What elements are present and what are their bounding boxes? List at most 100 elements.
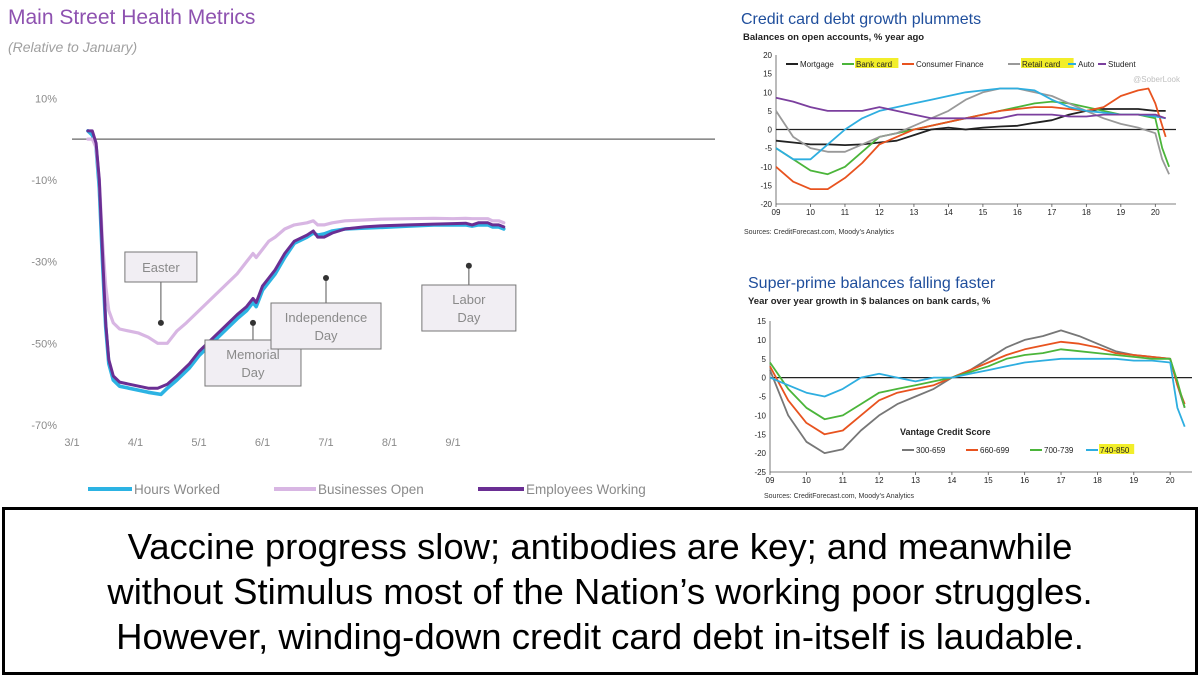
main-street-chart: Main Street Health Metrics (Relative to … <box>8 6 715 497</box>
y-tick-label: 10 <box>763 88 772 97</box>
main-y-axis: 10% -10% -30% -50% -70% <box>31 93 57 432</box>
main-x-tick-label: 7/1 <box>318 437 333 449</box>
main-legend-label: Employees Working <box>526 482 646 497</box>
prime-chart-title: Super-prime balances falling faster <box>748 275 996 292</box>
main-x-tick-label: 5/1 <box>191 437 206 449</box>
series-line <box>775 87 1166 161</box>
x-tick-label: 11 <box>839 476 848 485</box>
y-tick-label: -15 <box>754 430 766 439</box>
y-tick-label: 5 <box>762 355 767 364</box>
credit-chart-title: Credit card debt growth plummets <box>741 11 981 28</box>
y-tick-label: 10 <box>757 336 766 345</box>
y-tick-label: 15 <box>757 317 766 326</box>
x-tick-label: 12 <box>875 208 884 217</box>
prime-legend-highlight <box>1099 444 1135 454</box>
series-line <box>769 348 1186 421</box>
y-tick-label: -10 <box>754 411 766 420</box>
main-y-tick-label: -10% <box>31 175 57 187</box>
credit-legend-label: Bank card <box>856 60 892 69</box>
x-tick-label: 13 <box>911 476 920 485</box>
x-tick-label: 13 <box>909 208 918 217</box>
x-tick-label: 18 <box>1082 208 1091 217</box>
annotation-dot <box>465 262 472 269</box>
credit-legend-label: Retail card <box>1022 60 1060 69</box>
main-series-group <box>86 129 506 397</box>
prime-legend-title: Vantage Credit Score <box>900 427 991 437</box>
prime-series-group <box>769 329 1186 454</box>
y-tick-label: 20 <box>763 51 772 60</box>
series-line <box>775 108 1166 146</box>
credit-chart-subtitle: Balances on open accounts, % year ago <box>743 32 924 43</box>
main-x-axis: 3/1 4/1 5/1 6/1 7/1 8/1 9/1 <box>64 437 460 449</box>
credit-card-chart: Credit card debt growth plummets Balance… <box>741 11 1181 236</box>
credit-legend-highlight <box>855 58 899 68</box>
credit-legend-label: Auto <box>1078 60 1095 69</box>
annotation-label: Day <box>241 365 265 380</box>
y-tick-label: 0 <box>762 374 767 383</box>
super-prime-chart: Super-prime balances falling faster Year… <box>748 275 1192 500</box>
main-y-tick-label: -30% <box>31 257 57 269</box>
prime-legend: 300-659 660-699 700-739 740-850 <box>902 444 1135 455</box>
main-y-tick-label: -70% <box>31 420 57 432</box>
main-street-chart-panel: Main Street Health Metrics (Relative to … <box>0 0 732 505</box>
main-annotations: Easter Memorial Day Independence Day Labor Day <box>124 251 517 387</box>
main-chart-subtitle: (Relative to January) <box>8 39 137 55</box>
x-tick-label: 18 <box>1093 476 1102 485</box>
y-tick-label: 0 <box>768 126 773 135</box>
y-tick-label: 5 <box>768 107 773 116</box>
annotation-box <box>124 251 198 283</box>
x-tick-label: 20 <box>1151 208 1160 217</box>
y-tick-label: -10 <box>760 163 772 172</box>
annotation-dot <box>157 319 164 326</box>
main-legend-label: Businesses Open <box>318 482 424 497</box>
caption-box: Vaccine progress slow; antibodies are ke… <box>2 507 1198 675</box>
prime-legend-label: 660-699 <box>980 446 1010 455</box>
prime-legend-label: 740-850 <box>1100 446 1130 455</box>
series-line <box>775 87 1167 190</box>
main-chart-title: Main Street Health Metrics <box>8 6 255 29</box>
series-line <box>775 96 1167 120</box>
credit-card-chart-panel: Credit card debt growth plummets Balance… <box>736 0 1200 262</box>
main-series-line <box>86 137 506 345</box>
x-tick-label: 11 <box>841 208 850 217</box>
y-tick-label: -20 <box>754 449 766 458</box>
series-line <box>775 87 1170 175</box>
main-legend: Hours Worked Businesses Open Employees Wor… <box>88 482 646 497</box>
main-y-tick-label: -50% <box>31 338 57 350</box>
y-tick-label: -15 <box>760 181 772 190</box>
x-tick-label: 10 <box>806 208 815 217</box>
series-line <box>769 357 1186 428</box>
annotation-dot <box>323 274 329 281</box>
main-x-tick-label: 8/1 <box>382 437 397 449</box>
x-tick-label: 14 <box>944 208 953 217</box>
main-x-tick-label: 6/1 <box>255 437 270 449</box>
credit-chart-watermark: @SoberLook <box>1133 75 1181 84</box>
y-tick-label: -20 <box>760 200 772 209</box>
main-series-line <box>86 129 506 390</box>
credit-legend-highlight <box>1021 58 1074 68</box>
x-tick-label: 17 <box>1047 208 1056 217</box>
annotation-box <box>270 302 382 350</box>
main-x-tick-label: 3/1 <box>64 437 79 449</box>
x-tick-label: 09 <box>766 476 775 485</box>
x-tick-label: 10 <box>802 476 811 485</box>
credit-legend: Mortgage Bank card Consumer Finance Retail … <box>786 58 1136 69</box>
x-tick-label: 19 <box>1116 208 1125 217</box>
annotation-dot <box>249 319 256 326</box>
series-line <box>769 340 1186 436</box>
x-tick-label: 12 <box>875 476 884 485</box>
main-x-tick-label: 9/1 <box>445 437 460 449</box>
main-legend-label: Hours Worked <box>134 482 220 497</box>
y-tick-label: -5 <box>759 393 767 402</box>
x-tick-label: 15 <box>978 208 987 217</box>
main-x-tick-label: 4/1 <box>128 437 143 449</box>
prime-legend-label: 300-659 <box>916 446 946 455</box>
main-y-tick-label: 10% <box>35 93 57 105</box>
annotation-label: Day <box>457 310 481 325</box>
annotation-label: Independence <box>285 310 367 325</box>
y-tick-label: -25 <box>754 468 766 477</box>
prime-chart-subtitle: Year over year growth in $ balances on b… <box>748 296 991 307</box>
x-tick-label: 16 <box>1013 208 1022 217</box>
annotation-box <box>421 284 517 332</box>
